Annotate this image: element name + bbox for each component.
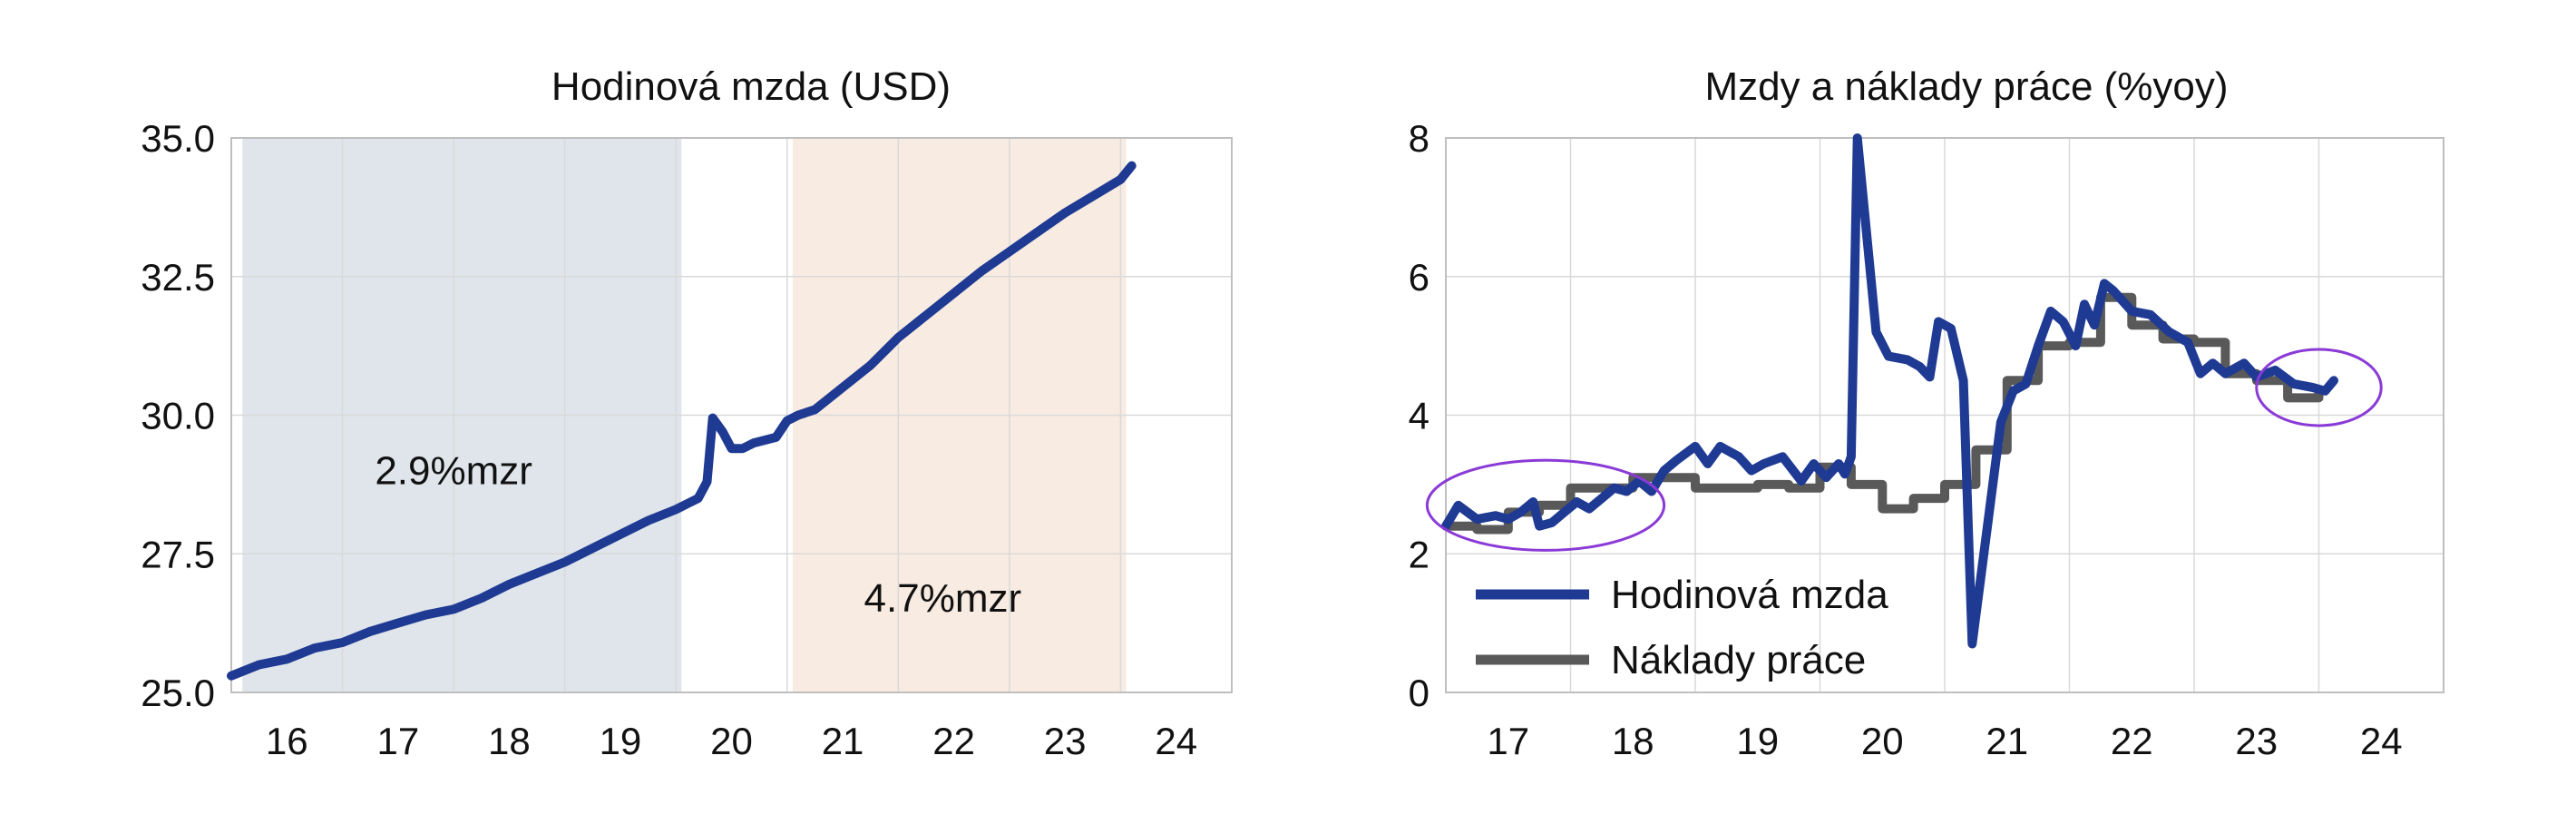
- x-tick-label: 24: [2360, 720, 2403, 762]
- x-tick-label: 20: [1861, 720, 1904, 762]
- y-tick-label: 4: [1409, 395, 1429, 437]
- x-tick-label: 16: [266, 720, 308, 762]
- series-line-0: [227, 161, 1137, 681]
- x-tick-label: 23: [1044, 720, 1087, 762]
- plot-area-border: [230, 137, 1233, 693]
- chart-title: Hodinová mzda (USD): [551, 64, 951, 109]
- x-tick-labels: 16 17 18 19 20 21 22 23 24: [266, 720, 1197, 762]
- series-line-1: [1441, 292, 2324, 535]
- x-tick-label: 21: [1986, 720, 2028, 762]
- x-tick-label: 19: [1736, 720, 1779, 762]
- y-tick-label: 25.0: [141, 672, 215, 714]
- legend-label-hourly-wage: Hodinová mzda: [1611, 573, 1888, 617]
- x-tick-label: 21: [822, 720, 864, 762]
- region-label-0: 2.9%mzr: [375, 449, 532, 494]
- y-tick-label: 27.5: [141, 533, 215, 575]
- y-tick-label: 8: [1409, 117, 1429, 160]
- x-tick-labels: 17 18 19 20 21 22 23 24: [1487, 720, 2402, 762]
- x-tick-label: 23: [2235, 720, 2278, 762]
- y-tick-labels: 0 2 4 6 8: [1409, 117, 1429, 714]
- legend: Hodinová mzda Náklady práce: [1476, 573, 1888, 682]
- plot-area-border: [1445, 137, 2444, 693]
- x-tick-label: 18: [488, 720, 531, 762]
- highlight-ellipse-1: [2255, 348, 2383, 427]
- y-tick-label: 2: [1409, 533, 1429, 575]
- x-tick-label: 17: [1487, 720, 1529, 762]
- x-tick-label: 19: [600, 720, 642, 762]
- region-label-1: 4.7%mzr: [864, 576, 1022, 621]
- series-line-0: [1441, 133, 2338, 649]
- x-tick-label: 24: [1155, 720, 1197, 762]
- region-labels: 2.9%mzr 4.7%mzr: [375, 449, 1021, 622]
- y-tick-label: 0: [1409, 672, 1429, 714]
- chart-title: Mzdy a náklady práce (%yoy): [1704, 64, 2228, 109]
- highlight-ellipse-0: [1425, 458, 1666, 552]
- gridlines: [1446, 137, 2444, 693]
- x-tick-label: 22: [932, 720, 975, 762]
- highlight-ellipses: [1425, 348, 2383, 552]
- x-tick-label: 20: [710, 720, 753, 762]
- x-tick-label: 18: [1612, 720, 1654, 762]
- series-lines: [1441, 133, 2338, 649]
- series-lines: [227, 161, 1137, 681]
- x-tick-label: 17: [376, 720, 419, 762]
- y-tick-label: 35.0: [141, 117, 215, 160]
- y-tick-label: 6: [1409, 256, 1429, 299]
- legend-label-labor-costs: Náklady práce: [1611, 638, 1866, 682]
- x-tick-label: 22: [2111, 720, 2153, 762]
- y-tick-label: 30.0: [141, 395, 215, 437]
- y-tick-labels: 25.0 27.5 30.0 32.5 35.0: [141, 117, 215, 714]
- y-tick-label: 32.5: [141, 256, 215, 299]
